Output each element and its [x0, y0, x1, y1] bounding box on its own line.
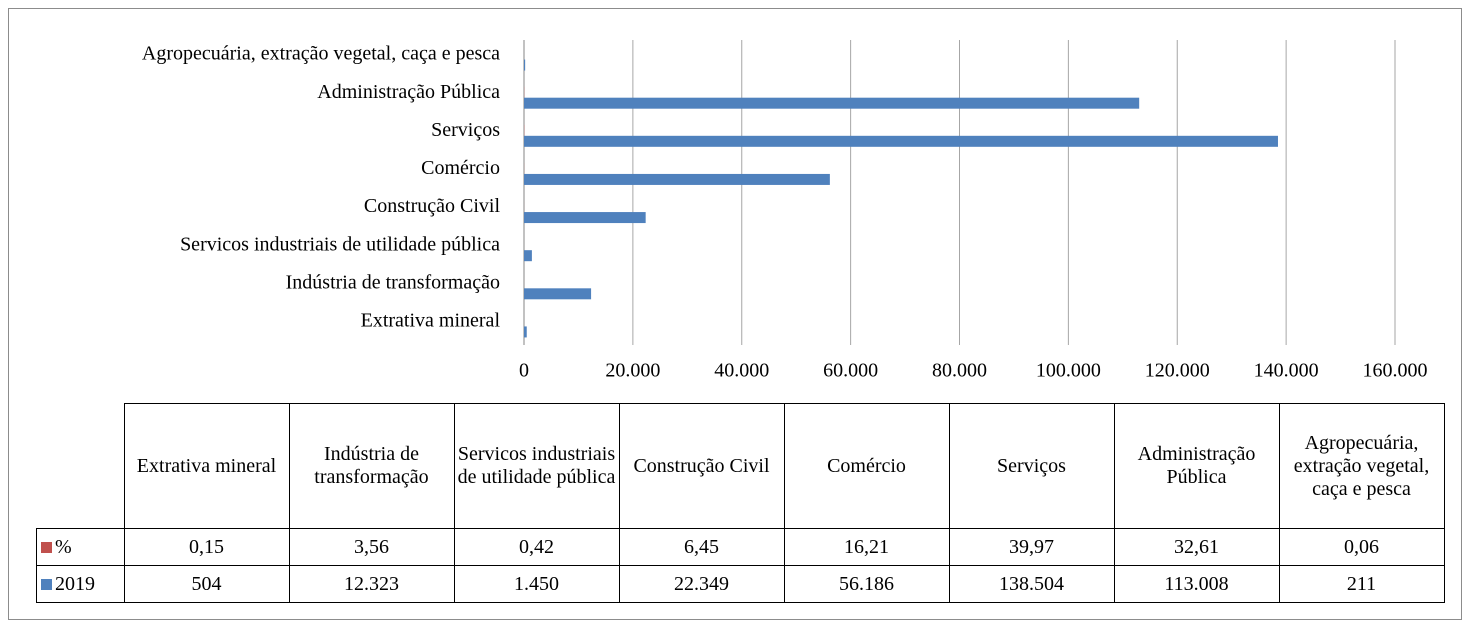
bar [524, 326, 527, 338]
table-header: Indústria de transformação [288, 403, 455, 529]
table-header: Comércio [783, 403, 950, 529]
y-tick-label: Construção Civil [364, 195, 501, 217]
table-value: 0,06 [1278, 528, 1445, 566]
legend-cell: 2019 [36, 565, 125, 603]
table-header: Construção Civil [618, 403, 785, 529]
x-tick-label: 120.000 [1145, 360, 1210, 382]
table-value: 32,61 [1113, 528, 1280, 566]
x-tick-label: 160.000 [1363, 360, 1428, 382]
table-header: Extrativa mineral [123, 403, 290, 529]
bar [524, 288, 592, 300]
y-tick-label: Agropecuária, extração vegetal, caça e p… [142, 43, 500, 65]
chart-frame [8, 8, 1462, 620]
table-value: 16,21 [783, 528, 950, 566]
bar [524, 135, 1278, 147]
table-row: % 0,15 3,56 0,42 6,45 16,21 39,97 32,61 0,06 [36, 528, 1445, 566]
table-value: 211 [1278, 565, 1445, 603]
table-header: Administração Pública [1113, 403, 1280, 529]
x-tick-label: 140.000 [1254, 360, 1319, 382]
legend-key [41, 578, 52, 590]
x-tick-label: 20.000 [605, 360, 660, 382]
y-tick-label: Serviços [431, 119, 500, 141]
table-value: 6,45 [618, 528, 785, 566]
table-value: 113.008 [1113, 565, 1280, 603]
table-value: 12.323 [288, 565, 455, 603]
table-corner [36, 403, 125, 529]
bar [524, 212, 646, 224]
bar [524, 250, 532, 262]
chart: 0 20.000 40.000 60.000 80.000 100.000 120.000 1… [142, 40, 1428, 382]
bar [524, 97, 1140, 109]
legend-key [41, 541, 52, 553]
table-value: 138.504 [948, 565, 1115, 603]
x-tick-label: 100.000 [1036, 360, 1101, 382]
y-tick-label: Administração Pública [317, 81, 500, 103]
legend-cell: % [36, 528, 125, 566]
x-tick-label: 60.000 [823, 360, 878, 382]
table-value: 22.349 [618, 565, 785, 603]
table-value: 56.186 [783, 565, 950, 603]
x-tick-label: 40.000 [714, 360, 769, 382]
y-tick-label: Indústria de transformação [286, 271, 500, 293]
x-tick-label: 80.000 [932, 360, 987, 382]
table-header: Serviços [948, 403, 1115, 529]
table-header: Agropecuária, extração vegetal, caça e p… [1278, 403, 1445, 529]
data-table: Extrativa mineral Indústria de transforma… [36, 403, 1445, 603]
table-value: 0,42 [453, 528, 620, 566]
table-value: 0,15 [123, 528, 290, 566]
y-tick-label: Servicos industriais de utilidade públic… [180, 233, 500, 255]
y-tick-label: Comércio [421, 157, 500, 179]
legend-label: 2019 [55, 572, 95, 595]
table-value: 1.450 [453, 565, 620, 603]
table-value: 504 [123, 565, 290, 603]
legend-label: % [55, 535, 72, 558]
x-tick-label: 0 [519, 360, 529, 382]
y-tick-label: Extrativa mineral [361, 310, 501, 332]
bar [524, 173, 830, 185]
table-row: 2019 504 12.323 1.450 22.349 56.186 138.504 113… [36, 565, 1445, 603]
bar [524, 59, 526, 71]
table-header: Servicos industriais de utilidade públic… [453, 403, 620, 529]
table-value: 39,97 [948, 528, 1115, 566]
table-value: 3,56 [288, 528, 455, 566]
